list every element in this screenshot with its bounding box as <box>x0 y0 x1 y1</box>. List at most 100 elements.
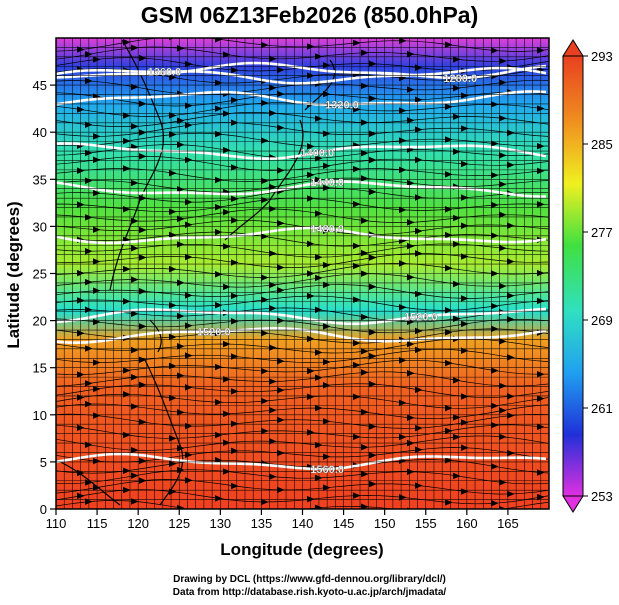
wind-arrow <box>368 156 377 164</box>
x-tick-label: 135 <box>251 516 273 531</box>
wind-arrow <box>230 318 239 325</box>
contour-label: 1520.0 <box>404 311 438 323</box>
wind-arrow <box>260 397 269 405</box>
wind-arrow <box>260 233 269 240</box>
wind-arrow <box>490 463 499 470</box>
wind-arrow <box>490 171 499 179</box>
wind-arrow <box>260 427 269 435</box>
wind-arrow <box>276 264 285 271</box>
wind-arrow <box>268 378 277 385</box>
wind-arrow <box>230 67 239 74</box>
wind-arrow <box>322 162 331 170</box>
wind-arrow <box>506 449 515 457</box>
x-tick-label: 165 <box>497 516 519 531</box>
wind-arrow <box>452 433 461 441</box>
wind-arrow <box>506 393 515 400</box>
wind-arrow <box>498 181 507 188</box>
wind-arrow <box>276 167 285 174</box>
wind-arrow <box>222 439 231 446</box>
contour-label: 1560.0 <box>310 464 344 476</box>
wind-arrow <box>322 323 331 330</box>
streamline <box>56 371 549 387</box>
contour-line <box>56 142 547 161</box>
wind-arrow <box>92 226 101 233</box>
wind-arrow <box>322 62 331 69</box>
wind-arrow <box>460 160 469 168</box>
wind-arrow <box>460 393 469 400</box>
wind-arrow <box>490 325 499 333</box>
contour-label: 1480.0 <box>310 224 344 236</box>
wind-arrow <box>214 301 223 309</box>
wind-arrow <box>276 486 285 494</box>
wind-arrow <box>444 264 453 272</box>
wind-arrow <box>222 410 231 418</box>
wind-arrow <box>268 406 277 414</box>
wind-arrow <box>84 278 93 286</box>
wind-arrow <box>452 280 461 288</box>
x-tick-label: 140 <box>292 516 314 531</box>
wind-arrow <box>138 129 147 136</box>
wind-arrow <box>460 222 469 229</box>
contour-line <box>56 66 547 85</box>
wind-arrow <box>92 385 101 393</box>
wind-arrow <box>138 457 147 465</box>
wind-arrow <box>368 452 377 459</box>
wind-arrow <box>138 153 147 160</box>
wind-arrow <box>138 254 147 261</box>
wind-arrow <box>498 282 507 290</box>
wind-arrow <box>322 90 331 98</box>
wind-arrow <box>444 103 453 111</box>
streamline <box>56 112 549 127</box>
wind-arrow <box>368 95 377 102</box>
wind-arrow <box>222 340 231 348</box>
wind-arrow <box>260 137 269 144</box>
colorbar-tick-label: 285 <box>591 137 613 152</box>
wind-arrow <box>322 261 331 269</box>
streamline <box>56 273 549 288</box>
wind-arrow <box>498 57 507 65</box>
colorbar-top-arrow <box>562 39 584 57</box>
map-grid <box>55 38 549 510</box>
y-tick-label: 0 <box>40 502 47 517</box>
x-tick-label: 110 <box>46 516 67 531</box>
wind-arrow <box>92 156 101 164</box>
wind-arrow <box>214 363 223 371</box>
wind-arrow <box>498 115 507 122</box>
wind-arrow <box>276 357 285 365</box>
y-tick-label: 15 <box>33 361 47 376</box>
wind-arrow <box>214 271 223 278</box>
wind-arrow <box>452 113 461 120</box>
wind-arrow <box>506 161 515 169</box>
contour-label: 1280.0 <box>443 73 477 85</box>
wind-arrow <box>452 214 461 222</box>
y-tick-label: 30 <box>33 219 47 234</box>
wind-arrow <box>444 427 453 435</box>
wind-arrow <box>269 510 276 516</box>
contour-line <box>56 90 547 106</box>
y-tick-label: 35 <box>33 172 47 187</box>
contour-label: 1360.0 <box>148 67 182 79</box>
x-axis-label: Longitude (degrees) <box>220 540 383 559</box>
wind-arrow <box>276 90 285 98</box>
wind-arrow <box>214 399 223 406</box>
wind-arrow <box>368 380 377 388</box>
wind-arrow <box>260 498 269 506</box>
wind-arrow <box>84 247 93 255</box>
wind-arrow <box>276 449 285 457</box>
colorbar-tick-label: 269 <box>591 313 613 328</box>
wind-arrow <box>314 176 323 184</box>
y-axis-ticks: 0 5 10 15 20 25 30 35 40 45 <box>33 78 56 517</box>
x-tick-label: 115 <box>87 516 108 531</box>
wind-arrow <box>276 219 285 227</box>
wind-arrow <box>138 288 147 295</box>
wind-arrow <box>506 354 515 361</box>
wind-arrow <box>322 453 331 460</box>
wind-arrow <box>84 214 93 221</box>
wind-arrow <box>322 418 331 425</box>
wind-arrow <box>260 367 269 375</box>
wind-arrow <box>260 41 269 49</box>
wind-arrow <box>268 84 277 92</box>
wind-arrow <box>452 148 461 155</box>
wind-arrow <box>84 77 93 85</box>
